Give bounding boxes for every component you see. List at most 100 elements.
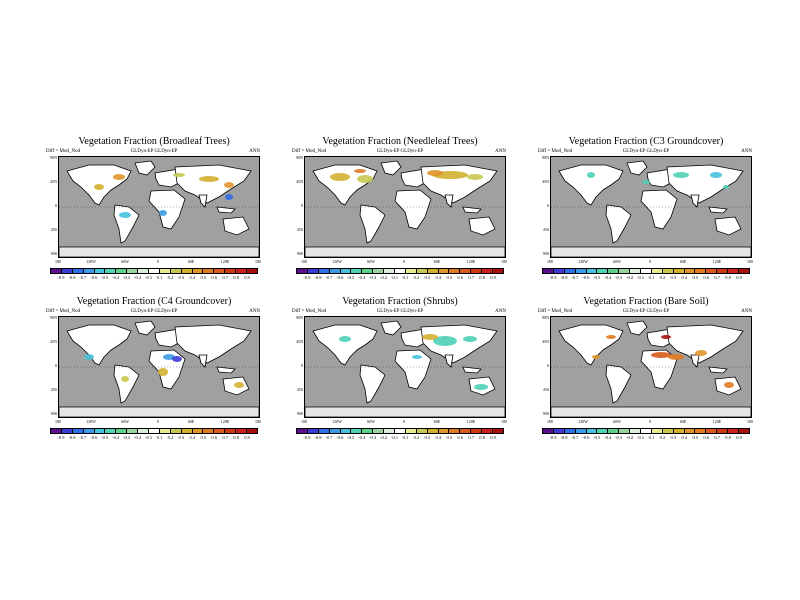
colorbar-swatch bbox=[471, 429, 483, 433]
colorbar-swatch bbox=[695, 269, 707, 273]
colorbar-swatch bbox=[695, 429, 707, 433]
change-region bbox=[234, 382, 244, 388]
colorbar-tick-label: 0.7 bbox=[468, 275, 474, 280]
units-label: Diff = Mod_Nod bbox=[292, 309, 327, 314]
world-map bbox=[305, 317, 505, 417]
colorbar-tick-label: -0.8 bbox=[560, 275, 568, 280]
colorbar-swatch bbox=[427, 269, 439, 273]
continent-australia bbox=[468, 216, 496, 236]
continent-greenland bbox=[134, 320, 156, 336]
lon-tick: 180 bbox=[301, 259, 307, 264]
change-region bbox=[467, 174, 483, 180]
panel-title: Vegetation Fraction (C3 Groundcover) bbox=[568, 136, 724, 147]
colorbar-swatch bbox=[94, 269, 106, 273]
colorbar-swatch bbox=[329, 269, 341, 273]
colorbar-swatch bbox=[395, 429, 406, 433]
colorbar-tick-label: -0.5 bbox=[347, 435, 355, 440]
change-region bbox=[173, 173, 185, 177]
colorbar-tick-label: 0.6 bbox=[211, 275, 218, 280]
continent-greenland bbox=[380, 160, 402, 176]
colorbar-tick-label: -0.6 bbox=[336, 435, 344, 440]
map-panel-c3-groundcover: Vegetation Fraction (C3 Groundcover) Diff… bbox=[536, 136, 756, 288]
colorbar-swatch bbox=[384, 269, 396, 273]
colorbar-tick-label: -0.4 bbox=[604, 275, 612, 280]
change-region bbox=[199, 176, 219, 182]
lat-tick: 45N bbox=[296, 179, 303, 184]
lon-tick: 120E bbox=[220, 259, 230, 264]
lat-tick: 90N bbox=[50, 315, 57, 320]
lat-tick: 0 bbox=[301, 203, 303, 208]
colorbar-tick-label: 0.5 bbox=[200, 435, 207, 440]
continent-north-america bbox=[66, 324, 132, 366]
lat-tick: 90S bbox=[296, 251, 303, 256]
colorbar bbox=[296, 268, 504, 274]
colorbar-swatch bbox=[51, 269, 62, 273]
lon-tick: 180 bbox=[547, 259, 553, 264]
lat-tick: 45N bbox=[50, 179, 57, 184]
colorbar-swatch bbox=[138, 269, 150, 273]
colorbar-swatch bbox=[717, 429, 729, 433]
lon-tick: 60W bbox=[367, 419, 375, 424]
colorbar-tick-label: 0.9 bbox=[490, 435, 496, 440]
colorbar-swatch bbox=[471, 269, 483, 273]
colorbar-swatch bbox=[72, 269, 84, 273]
change-region bbox=[158, 368, 168, 376]
colorbar-tick-label: -0.7 bbox=[79, 275, 87, 280]
colorbar-swatch bbox=[553, 429, 565, 433]
continent-asia bbox=[666, 324, 744, 364]
lon-tick: 180 bbox=[747, 419, 753, 424]
change-region bbox=[474, 384, 488, 390]
change-region bbox=[651, 352, 671, 358]
colorbar-tick-label: -0.1 bbox=[636, 435, 645, 440]
colorbar bbox=[542, 428, 750, 434]
continent-india bbox=[198, 194, 208, 208]
lat-tick: 90N bbox=[296, 315, 303, 320]
change-region bbox=[113, 174, 125, 180]
colorbar-swatch bbox=[543, 429, 554, 433]
lat-tick: 90S bbox=[50, 251, 57, 256]
colorbar-tick-label: 0.6 bbox=[211, 435, 218, 440]
world-map bbox=[551, 157, 751, 257]
colorbar-swatch bbox=[405, 269, 417, 273]
colorbar-swatch bbox=[706, 269, 718, 273]
colorbar-swatch bbox=[684, 269, 696, 273]
lon-tick: 60W bbox=[613, 419, 621, 424]
colorbar-swatch bbox=[373, 429, 385, 433]
colorbar-tick-label: -0.5 bbox=[593, 435, 601, 440]
continent-south-america bbox=[605, 364, 632, 404]
continent-india bbox=[198, 354, 208, 368]
continent-india bbox=[690, 354, 700, 368]
colorbar-swatch bbox=[728, 429, 740, 433]
colorbar-swatch bbox=[373, 269, 385, 273]
colorbar-swatch bbox=[564, 269, 576, 273]
lat-tick: 45S bbox=[50, 387, 57, 392]
units-label: Diff = Mod_Nod bbox=[46, 149, 81, 154]
colorbar-tick-label: 0.2 bbox=[659, 275, 666, 280]
colorbar-labels: -0.9 -0.8 -0.7 -0.6 -0.5 -0.4 -0.3 -0.2 -0.1 0.1 0… bbox=[542, 275, 750, 281]
colorbar-swatch bbox=[651, 429, 663, 433]
lat-tick: 45N bbox=[296, 339, 303, 344]
colorbar-swatch bbox=[673, 429, 685, 433]
lon-tick: 60W bbox=[121, 259, 129, 264]
colorbar-swatch bbox=[247, 429, 257, 433]
continent-greenland bbox=[626, 320, 648, 336]
continent-antarctica bbox=[305, 246, 505, 257]
colorbar-swatch bbox=[51, 429, 62, 433]
colorbar-swatch bbox=[460, 429, 472, 433]
colorbar-tick-label: 0.5 bbox=[692, 435, 699, 440]
colorbar-swatch bbox=[181, 269, 193, 273]
continent-greenland bbox=[626, 160, 648, 176]
colorbar-swatch bbox=[83, 429, 95, 433]
season-label: ANN bbox=[495, 309, 506, 314]
lat-tick: 45S bbox=[542, 387, 549, 392]
colorbar bbox=[50, 428, 258, 434]
lon-tick: 60E bbox=[187, 419, 195, 424]
change-region bbox=[330, 173, 350, 181]
colorbar-swatch bbox=[94, 429, 106, 433]
colorbar-swatch bbox=[61, 429, 73, 433]
colorbar-tick-label: 0.6 bbox=[703, 435, 710, 440]
colorbar-tick-label: 0.8 bbox=[233, 435, 239, 440]
colorbar-tick-label: -0.2 bbox=[626, 275, 634, 280]
colorbar-swatch bbox=[318, 429, 330, 433]
colorbar-tick-label: -0.4 bbox=[112, 275, 120, 280]
